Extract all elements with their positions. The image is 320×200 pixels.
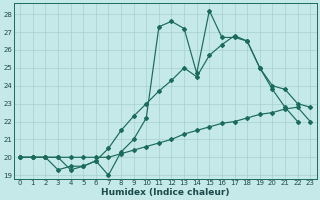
X-axis label: Humidex (Indice chaleur): Humidex (Indice chaleur) xyxy=(101,188,229,197)
